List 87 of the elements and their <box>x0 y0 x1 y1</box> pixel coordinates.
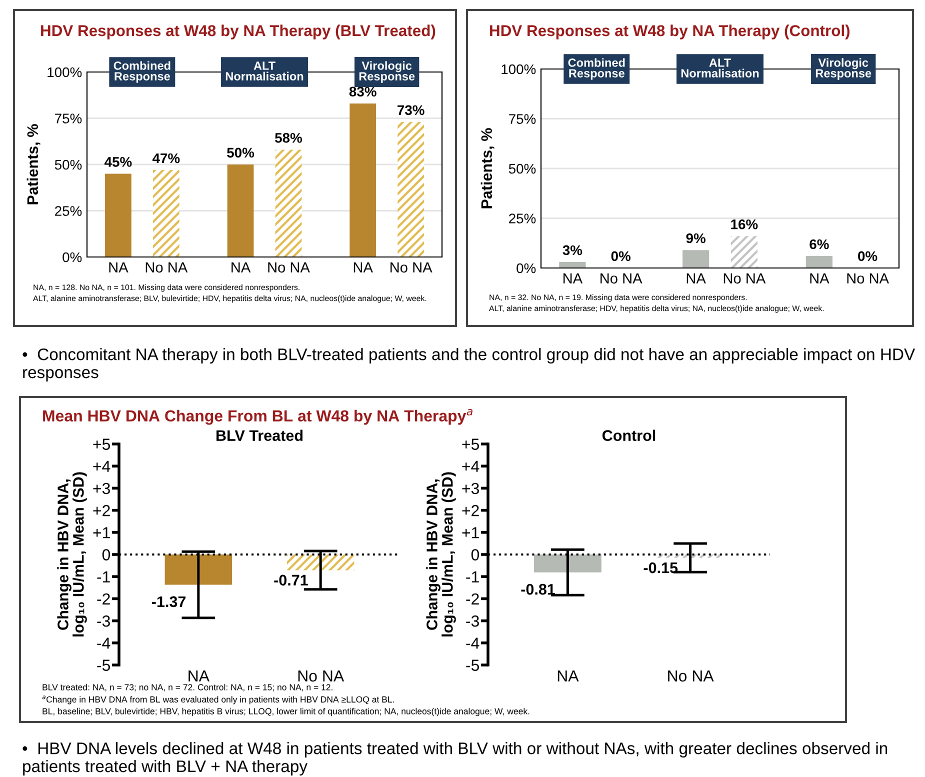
y-axis-title: Patients, % <box>480 128 494 208</box>
text: • HBV DNA levels declined at W48 in patients treated with BLV with or without NAs, with greater declines observed in patients treated with BLV + NA therapy <box>22 742 888 776</box>
y-tick-label: +4 <box>462 460 480 472</box>
chart-title: Mean HBV DNA Change From BL at W48 by NA Therapy$^{a}$ <box>43 409 472 425</box>
y-tick-label: +1 <box>93 527 110 538</box>
y-tick-label: 100% <box>48 67 82 78</box>
y-axis-title: Patients, % <box>26 124 40 204</box>
y-tick-label: -3 <box>97 615 110 627</box>
chart-subtitle: Control <box>602 430 656 441</box>
y-tick-label: -3 <box>466 615 479 627</box>
y-tick-label: -2 <box>466 593 479 604</box>
x-tick-label: No NA <box>390 262 432 273</box>
x-tick-label: No NA <box>668 670 714 682</box>
y-tick-label: -4 <box>97 638 110 649</box>
bar <box>559 262 586 268</box>
x-tick-label: NA <box>354 262 373 272</box>
y-tick-label: +5 <box>462 438 479 450</box>
x-tick-label: No NA <box>847 273 889 284</box>
annotation: Combined Response <box>568 58 625 80</box>
data-label: 45% <box>104 157 132 167</box>
data-label: 50% <box>227 148 254 158</box>
annotation: Combined Response <box>114 61 170 83</box>
y-tick-label: +3 <box>462 482 479 494</box>
y-tick-label: 0% <box>516 263 536 274</box>
chart-title: HDV Responses at W48 by NA Therapy (BLV Treated) <box>41 24 436 40</box>
y-tick-label: 0 <box>471 549 480 560</box>
data-label: 6% <box>810 239 829 250</box>
data-label: 47% <box>152 153 180 164</box>
x-tick-label: NA <box>188 670 210 682</box>
x-tick-label: NA <box>558 670 579 682</box>
text: $^{a}$Change in HBV DNA from BL was evaluated only in patients with HBV DNA ≥LLOQ at BL. <box>42 696 394 704</box>
x-tick-label: No NA <box>724 273 766 284</box>
y-tick-label: 25% <box>55 206 82 216</box>
y-tick-label: 50% <box>54 160 82 170</box>
x-tick-label: No NA <box>268 262 310 273</box>
text: BLV treated: NA, n = 73; no NA, n = 72. Control: NA, n = 15; no NA, n = 12. <box>42 684 332 692</box>
y-tick-label: +2 <box>462 504 479 516</box>
data-label: 0% <box>858 251 878 262</box>
y-tick-label: +2 <box>93 504 110 516</box>
y-tick-label: 25% <box>509 214 536 224</box>
text: BL, baseline; BLV, bulevirtide; HBV, hepatitis B virus; LLOQ, lower limit of quantification; NA, nucleos(t)ide analogue; W, week. <box>42 708 530 716</box>
data-label: 83% <box>349 86 376 97</box>
bar <box>806 256 832 268</box>
y-tick-label: +5 <box>93 438 110 450</box>
y-tick-label: +1 <box>462 527 479 538</box>
x-tick-label: NA <box>686 273 706 284</box>
y-tick-label: 75% <box>509 114 536 124</box>
y-tick-label: -1 <box>97 571 110 582</box>
data-label: 0% <box>611 251 630 262</box>
y-tick-label: 0% <box>62 252 82 262</box>
y-tick-label: -4 <box>466 638 480 649</box>
data-label: 58% <box>275 132 302 143</box>
y-tick-label: 50% <box>508 164 536 174</box>
x-tick-label: NA <box>109 262 128 272</box>
y-tick-label: -2 <box>97 593 110 604</box>
annotation: ALT Normalisation <box>681 58 759 78</box>
x-tick-label: NA <box>810 273 830 284</box>
data-label: -1.37 <box>152 596 186 608</box>
x-tick-label: No NA <box>600 273 642 284</box>
y-axis-title: Change in HBV DNA, log₁₀ IU/mL, Mean (SD) <box>57 472 87 636</box>
bar <box>682 250 710 268</box>
annotation: Virologic Response <box>816 58 872 80</box>
x-tick-label: No NA <box>146 262 188 273</box>
annotation: Virologic Response <box>359 61 415 83</box>
x-tick-label: NA <box>564 273 583 284</box>
data-label: -0.81 <box>521 584 556 595</box>
y-tick-label: 0 <box>102 549 110 560</box>
y-tick-label: -5 <box>97 660 110 671</box>
data-label: -0.15 <box>644 562 678 574</box>
y-axis-title: Change in HBV DNA, log₁₀ IU/mL, Mean (SD) <box>426 472 456 636</box>
data-label: 9% <box>686 233 706 244</box>
x-tick-label: No NA <box>298 670 344 682</box>
data-label: -0.71 <box>274 574 308 586</box>
x-tick-label: NA <box>232 262 251 272</box>
text: • Concomitant NA therapy in both BLV-treated patients and the control group did not have an appreciable impact on HDV responses <box>22 348 916 382</box>
y-tick-label: +3 <box>93 482 110 494</box>
y-tick-label: 75% <box>55 114 82 124</box>
y-tick-label: 100% <box>502 64 536 74</box>
data-label: 3% <box>562 245 582 256</box>
chart-subtitle: BLV Treated <box>216 430 303 441</box>
data-label: 16% <box>731 219 758 230</box>
y-tick-label: +4 <box>93 460 110 472</box>
y-tick-label: -5 <box>466 660 479 671</box>
annotation: ALT Normalisation <box>226 62 304 80</box>
data-label: 73% <box>398 105 424 116</box>
chart-title: HDV Responses at W48 by NA Therapy (Control) <box>490 24 850 40</box>
y-tick-label: -1 <box>466 571 479 582</box>
